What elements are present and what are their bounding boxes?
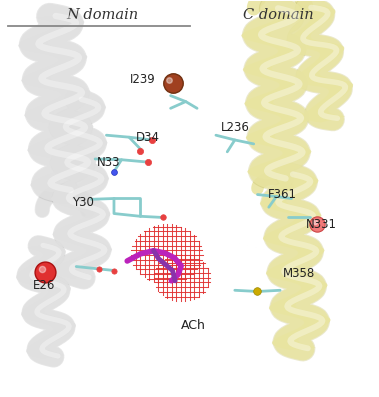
Text: N domain: N domain bbox=[67, 8, 139, 21]
Polygon shape bbox=[18, 15, 97, 192]
Polygon shape bbox=[16, 244, 76, 358]
Text: E26: E26 bbox=[33, 279, 55, 292]
Text: D34: D34 bbox=[136, 131, 160, 144]
Text: L236: L236 bbox=[220, 121, 249, 134]
Text: N331: N331 bbox=[306, 218, 337, 231]
Polygon shape bbox=[241, 8, 312, 179]
Text: N33: N33 bbox=[97, 156, 120, 170]
Text: ACh: ACh bbox=[181, 320, 206, 332]
Text: M358: M358 bbox=[283, 267, 315, 280]
Text: C domain: C domain bbox=[243, 8, 313, 21]
Text: F361: F361 bbox=[268, 188, 296, 201]
Polygon shape bbox=[287, 6, 353, 123]
Text: I239: I239 bbox=[129, 73, 155, 86]
Text: Y30: Y30 bbox=[72, 196, 94, 209]
Polygon shape bbox=[48, 99, 112, 278]
Polygon shape bbox=[260, 173, 330, 350]
